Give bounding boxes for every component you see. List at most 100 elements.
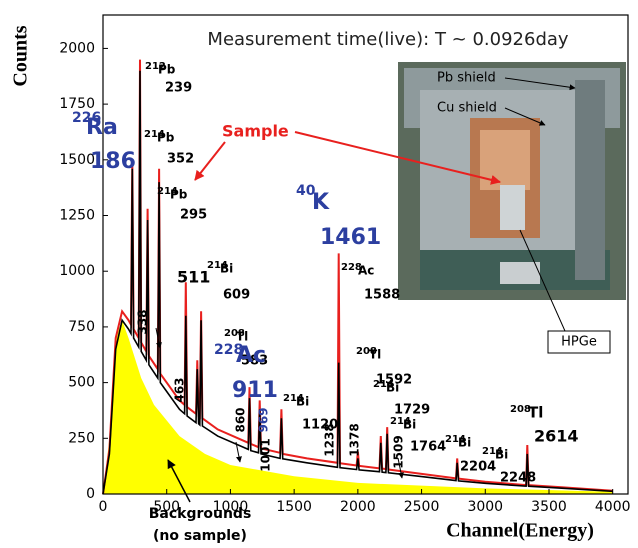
isotope-element: Ac bbox=[236, 343, 266, 368]
isotope-element: Bi bbox=[296, 395, 309, 409]
arrow bbox=[167, 459, 191, 503]
x-axis-title: Channel(Energy) bbox=[446, 520, 594, 542]
background-label: Backgrounds bbox=[149, 506, 252, 522]
isotope-mass: 214 bbox=[390, 416, 411, 427]
isotope-mass: 214 bbox=[157, 186, 178, 197]
isotope-element: Bi bbox=[458, 436, 471, 450]
peak-energy: 1729 bbox=[394, 403, 430, 418]
isotope-mass: 212 bbox=[145, 61, 166, 72]
x-tick-label: 2500 bbox=[404, 499, 440, 515]
x-tick-label: 3500 bbox=[531, 499, 567, 515]
arrow bbox=[504, 107, 546, 126]
isotope-element: Pb bbox=[170, 188, 188, 202]
y-tick-label: 1750 bbox=[59, 96, 95, 112]
peak-energy: 295 bbox=[180, 208, 207, 223]
isotope-mass: 214 bbox=[144, 129, 165, 140]
plot-area bbox=[102, 59, 613, 495]
arrow bbox=[235, 441, 242, 463]
isotope-mass: 208 bbox=[510, 404, 531, 415]
peak-energy-vertical: 860 bbox=[234, 407, 248, 432]
x-tick-label: 3000 bbox=[467, 499, 503, 515]
isotope-element: Bi bbox=[403, 418, 416, 432]
inset-label: Pb shield bbox=[437, 71, 496, 86]
background-area bbox=[103, 320, 613, 494]
isotope-mass: 214 bbox=[283, 393, 304, 404]
x-tick-label: 1500 bbox=[276, 499, 312, 515]
arrow bbox=[155, 327, 162, 349]
plot-frame bbox=[102, 14, 629, 495]
x-tick-label: 500 bbox=[153, 499, 180, 515]
arrow bbox=[397, 457, 404, 479]
peak-energy: 2614 bbox=[534, 427, 579, 446]
peak-energy: 1592 bbox=[376, 373, 412, 388]
peak-energy-vertical: 1378 bbox=[348, 423, 362, 456]
isotope-mass: 228 bbox=[214, 342, 243, 358]
peak-energy: 239 bbox=[165, 81, 192, 96]
isotope-element: Pb bbox=[158, 63, 176, 77]
peak-energy-vertical: 463 bbox=[173, 377, 187, 402]
peak-energy-vertical: 1509 bbox=[392, 435, 406, 468]
y-tick-label: 250 bbox=[68, 430, 95, 446]
peak-energy: 583 bbox=[241, 354, 268, 369]
isotope-element: Tl bbox=[236, 330, 248, 344]
y-tick-label: 1000 bbox=[59, 263, 95, 279]
isotope-element: Tl bbox=[528, 404, 543, 422]
y-axis-title: Counts bbox=[10, 25, 32, 86]
isotope-element: Tl bbox=[369, 348, 381, 362]
peak-energy: 1461 bbox=[320, 225, 381, 250]
peak-energy: 911 bbox=[232, 378, 278, 403]
label-box bbox=[547, 330, 611, 354]
y-tick-label: 1250 bbox=[59, 208, 95, 224]
peak-energy-vertical: 969 bbox=[257, 407, 271, 432]
x-tick-label: 2000 bbox=[340, 499, 376, 515]
y-tick-label: 2000 bbox=[59, 40, 95, 56]
isotope-mass: 208 bbox=[224, 328, 245, 339]
x-tick-label: 4000 bbox=[595, 499, 631, 515]
x-tick-label: 1000 bbox=[213, 499, 249, 515]
peak-energy: 186 bbox=[90, 149, 136, 174]
arrow bbox=[294, 131, 501, 185]
background-label: (no sample) bbox=[153, 528, 247, 544]
peak-energy-vertical: 338 bbox=[136, 309, 150, 334]
peak-energy-vertical: 1001 bbox=[259, 438, 273, 471]
spectrum-line bbox=[102, 70, 613, 495]
y-tick-label: 750 bbox=[68, 319, 95, 335]
isotope-element: Pb bbox=[157, 131, 175, 145]
isotope-element: Ra bbox=[86, 115, 118, 140]
isotope-mass: 214 bbox=[207, 260, 228, 271]
inset-label: HPGe bbox=[561, 335, 597, 350]
isotope-mass: 40 bbox=[296, 183, 316, 199]
isotope-mass: 214 bbox=[445, 434, 466, 445]
isotope-mass: 208 bbox=[356, 346, 377, 357]
peak-energy: 2248 bbox=[500, 471, 536, 486]
isotope-element: Bi bbox=[220, 262, 233, 276]
peak-energy: 2204 bbox=[460, 460, 496, 475]
isotope-element: Bi bbox=[495, 448, 508, 462]
sample-label: Sample bbox=[222, 122, 289, 141]
peak-energy: 1588 bbox=[364, 288, 400, 303]
peak-energy: 511 bbox=[177, 268, 210, 287]
isotope-mass: 214 bbox=[482, 446, 503, 457]
y-tick-label: 0 bbox=[86, 486, 95, 502]
arrow bbox=[194, 141, 226, 181]
isotope-element: Ac bbox=[358, 264, 374, 278]
arrow bbox=[519, 229, 566, 332]
isotope-element: K bbox=[312, 190, 330, 215]
peak-energy-vertical: 1238 bbox=[323, 423, 337, 456]
x-tick-label: 0 bbox=[99, 499, 108, 515]
y-tick-label: 500 bbox=[68, 375, 95, 391]
isotope-mass: 226 bbox=[72, 110, 101, 126]
peak-energy: 352 bbox=[167, 152, 194, 167]
peak-energy: 609 bbox=[223, 288, 250, 303]
y-tick-label: 1500 bbox=[59, 152, 95, 168]
inset-label: Cu shield bbox=[437, 101, 497, 116]
isotope-mass: 228 bbox=[341, 262, 362, 273]
inset-photo bbox=[398, 62, 626, 300]
arrow bbox=[504, 77, 576, 91]
isotope-mass: 214 bbox=[373, 379, 394, 390]
isotope-element: Bi bbox=[386, 381, 399, 395]
peak-energy: 1764 bbox=[410, 440, 446, 455]
chart-title: Measurement time(live): T ~ 0.0926day bbox=[207, 29, 568, 50]
peak-energy: 1120 bbox=[302, 418, 338, 433]
